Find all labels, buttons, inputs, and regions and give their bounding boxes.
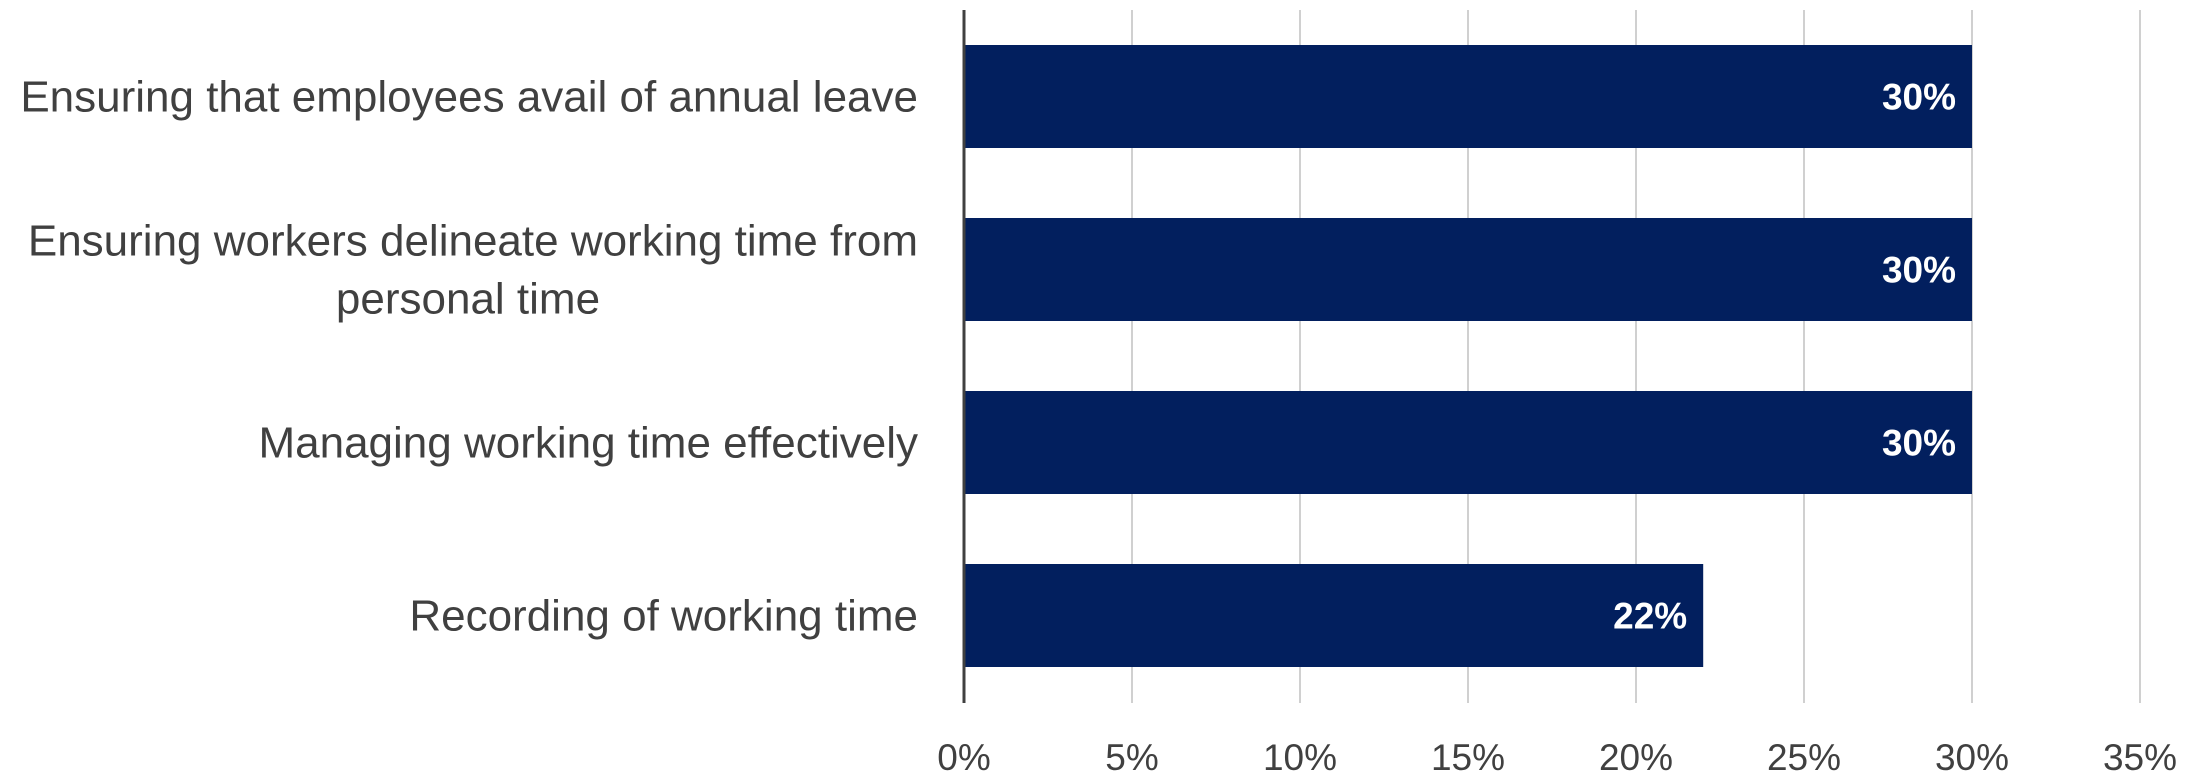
- bar: [964, 391, 1972, 494]
- x-tick-label: 0%: [937, 737, 990, 775]
- data-labels: 30% 30% 30% 22%: [1613, 77, 1956, 637]
- category-label: Ensuring that employees avail of annual …: [20, 73, 918, 122]
- data-label: 22%: [1613, 596, 1687, 637]
- bar: [964, 45, 1972, 148]
- x-tick-label: 35%: [2103, 737, 2177, 775]
- category-label: Ensuring workers delineate working time …: [28, 217, 918, 266]
- x-tick-label: 10%: [1263, 737, 1337, 775]
- bars: [964, 45, 1972, 667]
- data-label: 30%: [1882, 423, 1956, 464]
- bar: [964, 218, 1972, 321]
- bar: [964, 564, 1704, 667]
- x-tick-labels: 0% 5% 10% 15% 20% 25% 30% 35%: [937, 737, 2177, 775]
- category-labels: Ensuring that employees avail of annual …: [20, 73, 918, 641]
- category-label: Recording of working time: [409, 592, 918, 641]
- x-tick-label: 15%: [1431, 737, 1505, 775]
- x-tick-label: 30%: [1935, 737, 2009, 775]
- data-label: 30%: [1882, 77, 1956, 118]
- x-tick-label: 5%: [1105, 737, 1158, 775]
- x-tick-label: 20%: [1599, 737, 1673, 775]
- category-label: Managing working time effectively: [258, 419, 918, 468]
- x-tick-label: 25%: [1767, 737, 1841, 775]
- data-label: 30%: [1882, 250, 1956, 291]
- category-label: personal time: [336, 275, 600, 324]
